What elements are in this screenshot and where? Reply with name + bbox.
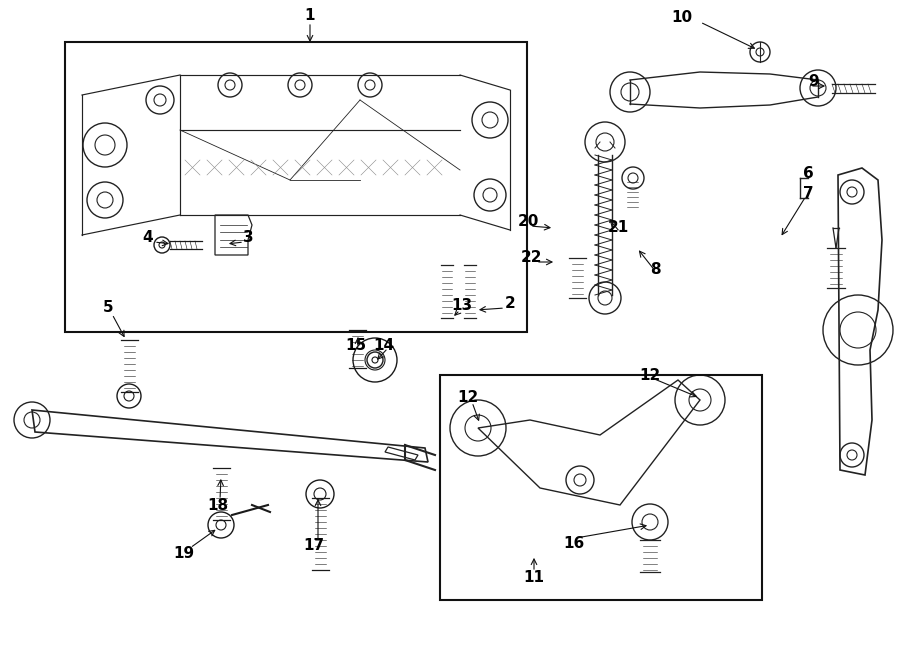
Text: 6: 6 [803,167,814,182]
Text: 11: 11 [524,570,544,586]
Text: 20: 20 [518,215,539,229]
Text: 17: 17 [303,539,325,553]
Bar [65,42,527,332]
Text: 21: 21 [608,221,628,235]
Text: 2: 2 [505,297,516,311]
Text: 15: 15 [346,338,366,354]
Text: 9: 9 [809,75,819,89]
Text: 12: 12 [457,391,479,405]
Text: 4: 4 [143,231,153,245]
Text: 10: 10 [671,11,693,26]
Text: 8: 8 [650,262,661,278]
Text: 22: 22 [521,251,543,266]
Text: 7: 7 [803,186,814,202]
Text: 5: 5 [103,301,113,315]
Text: 3: 3 [243,231,253,245]
Text: 18: 18 [207,498,229,514]
Text: 13: 13 [452,299,472,313]
Text: 1: 1 [305,9,315,24]
Bar [440,375,762,600]
Text: 16: 16 [563,537,585,551]
Text: 12: 12 [639,368,661,383]
Text: 19: 19 [174,547,194,561]
Text: 14: 14 [374,338,394,354]
